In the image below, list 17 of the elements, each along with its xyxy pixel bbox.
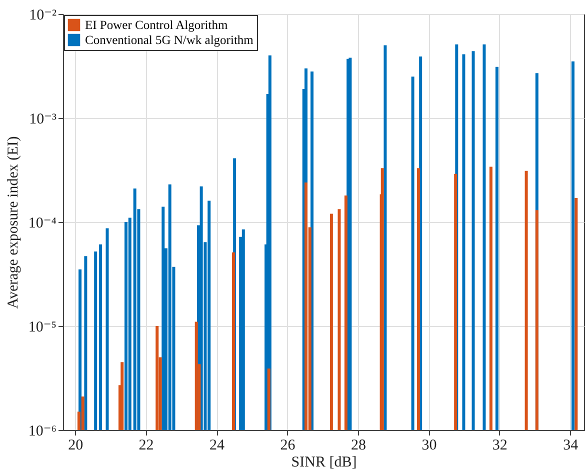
x-tick-label: 34 (563, 438, 579, 454)
x-tick-label: 30 (422, 438, 437, 454)
y-tick-label: 10⁻³ (29, 112, 57, 128)
x-tick-label: 28 (350, 438, 366, 454)
y-tick-label: 10⁻⁵ (28, 320, 56, 336)
legend-label: EI Power Control Algorithm (85, 18, 228, 32)
y-tick-label: 10⁻² (29, 8, 57, 24)
y-tick-label: 10⁻⁶ (28, 424, 56, 440)
x-tick-label: 20 (68, 438, 84, 454)
x-axis-title: SINR [dB] (291, 454, 357, 470)
x-tick-label: 24 (210, 438, 226, 454)
x-tick-label: 22 (138, 438, 154, 454)
y-tick-label: 10⁻⁴ (28, 216, 56, 232)
x-tick-label: 32 (492, 438, 508, 454)
y-axis-title: Average exposure index (EI) (5, 136, 22, 309)
legend-label: Conventional 5G N/wk algorithm (85, 33, 254, 47)
x-tick-label: 26 (280, 438, 296, 454)
